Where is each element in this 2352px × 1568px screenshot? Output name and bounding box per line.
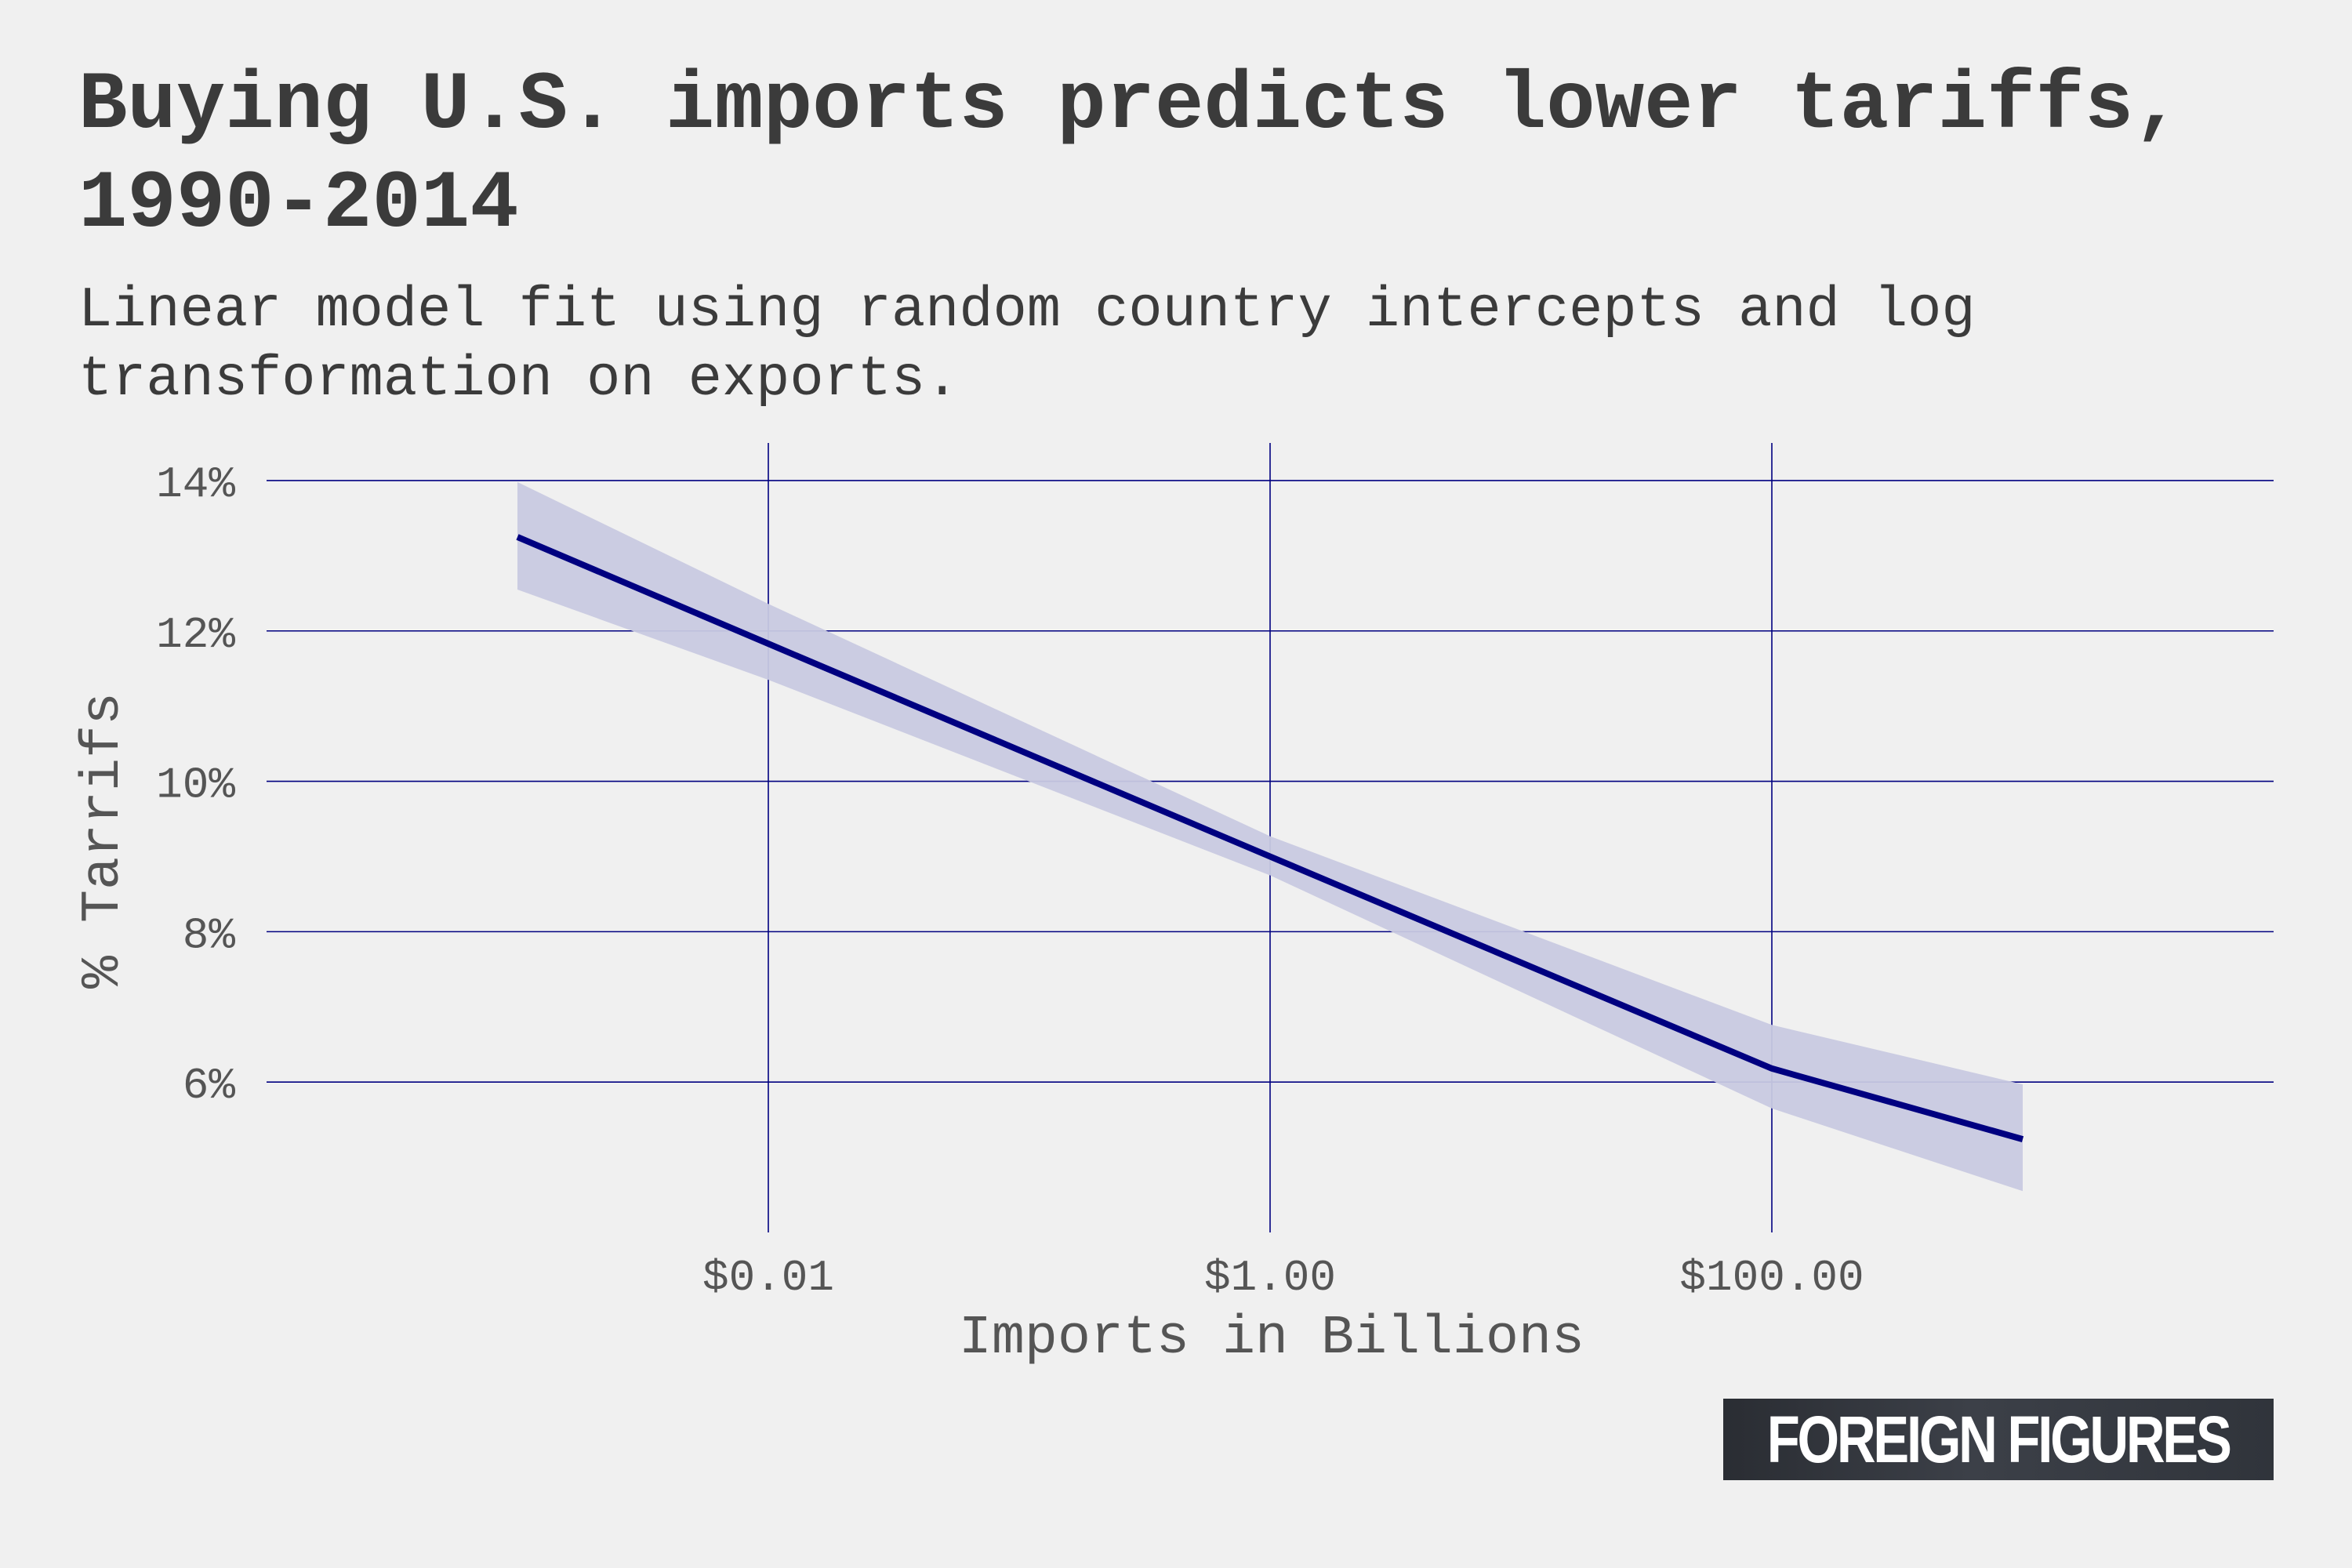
- y-tick-label: 10%: [156, 760, 235, 811]
- y-axis-title: % Tarrifs: [73, 692, 135, 989]
- x-tick-label: $0.01: [702, 1253, 834, 1303]
- logo-text: FOREIGN FIGURES: [1767, 1402, 2232, 1476]
- y-gridlines: [267, 480, 2274, 1083]
- foreign-figures-logo: FOREIGN FIGURES: [1723, 1399, 2274, 1480]
- chart-title: Buying U.S. imports predicts lower tarif…: [78, 60, 2183, 251]
- chart-subtitle: Linear model fit using random country in…: [78, 278, 1976, 412]
- y-tick-label: 8%: [183, 910, 236, 960]
- y-tick-label: 14%: [156, 459, 235, 510]
- x-tick-labels: $0.01 $1.00 $100.00: [702, 1253, 1864, 1303]
- x-tick-label: $1.00: [1204, 1253, 1336, 1303]
- fit-line: [516, 534, 2024, 1142]
- x-axis-title: Imports in Billions: [959, 1308, 1584, 1370]
- y-tick-labels: 6% 8% 10% 12% 14%: [156, 459, 235, 1111]
- y-tick-label: 6%: [183, 1061, 236, 1111]
- x-tick-label: $100.00: [1679, 1253, 1864, 1303]
- y-tick-label: 12%: [156, 610, 235, 660]
